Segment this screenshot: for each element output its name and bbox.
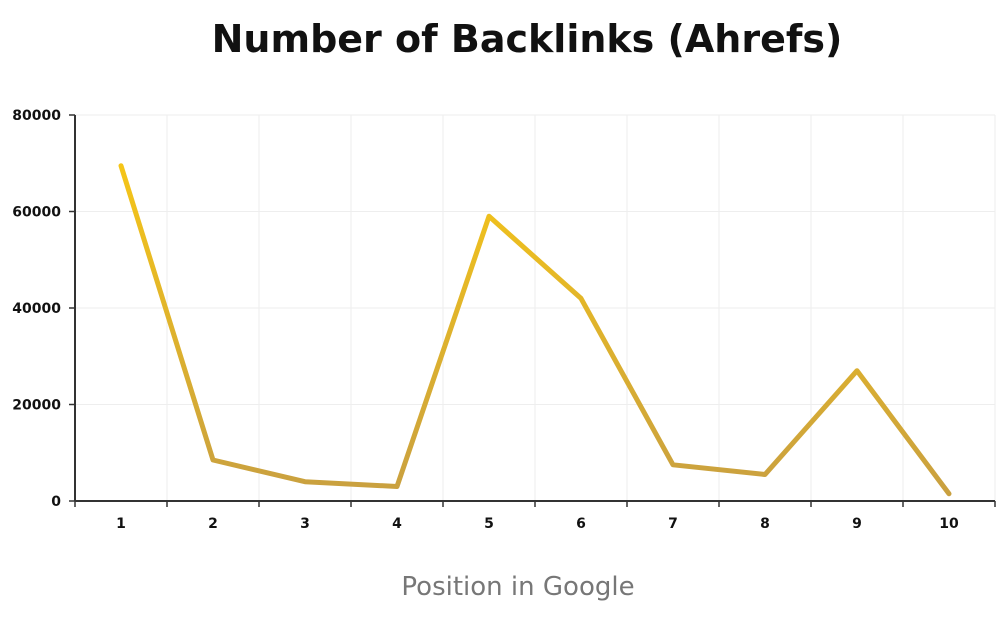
data-point (855, 368, 860, 373)
data-point (947, 491, 952, 496)
data-point (671, 462, 676, 467)
x-axis-label: Position in Google (401, 572, 634, 602)
x-tick-label: 7 (668, 516, 678, 532)
x-tick-label: 10 (939, 516, 959, 532)
y-tick-label: 0 (51, 494, 61, 510)
x-tick-labels: 1 2 3 4 5 6 7 8 9 10 (116, 516, 959, 532)
y-tick-label: 40000 (12, 301, 61, 317)
data-point (487, 214, 492, 219)
series-line (118, 163, 952, 497)
x-tick-label: 8 (760, 516, 770, 532)
chart-title: Number of Backlinks (Ahrefs) (212, 17, 843, 61)
y-tick-label: 20000 (12, 398, 61, 414)
data-point (211, 458, 216, 463)
x-tick-label: 5 (484, 516, 494, 532)
x-tick-label: 3 (300, 516, 310, 532)
grid-lines (75, 114, 996, 501)
y-tick-labels: 0 20000 40000 60000 80000 (12, 108, 61, 510)
x-tick-label: 9 (852, 516, 862, 532)
data-point (579, 296, 584, 301)
y-tick-label: 80000 (12, 108, 61, 124)
x-tick-label: 2 (208, 516, 218, 532)
data-point (395, 484, 400, 489)
x-tick-label: 6 (576, 516, 586, 532)
x-tick-label: 1 (116, 516, 126, 532)
x-tick-label: 4 (392, 516, 402, 532)
data-point (303, 479, 308, 484)
data-point (763, 472, 768, 477)
axes (69, 114, 996, 507)
series-layer (118, 163, 952, 497)
data-point (119, 163, 124, 168)
y-tick-label: 60000 (12, 205, 61, 221)
